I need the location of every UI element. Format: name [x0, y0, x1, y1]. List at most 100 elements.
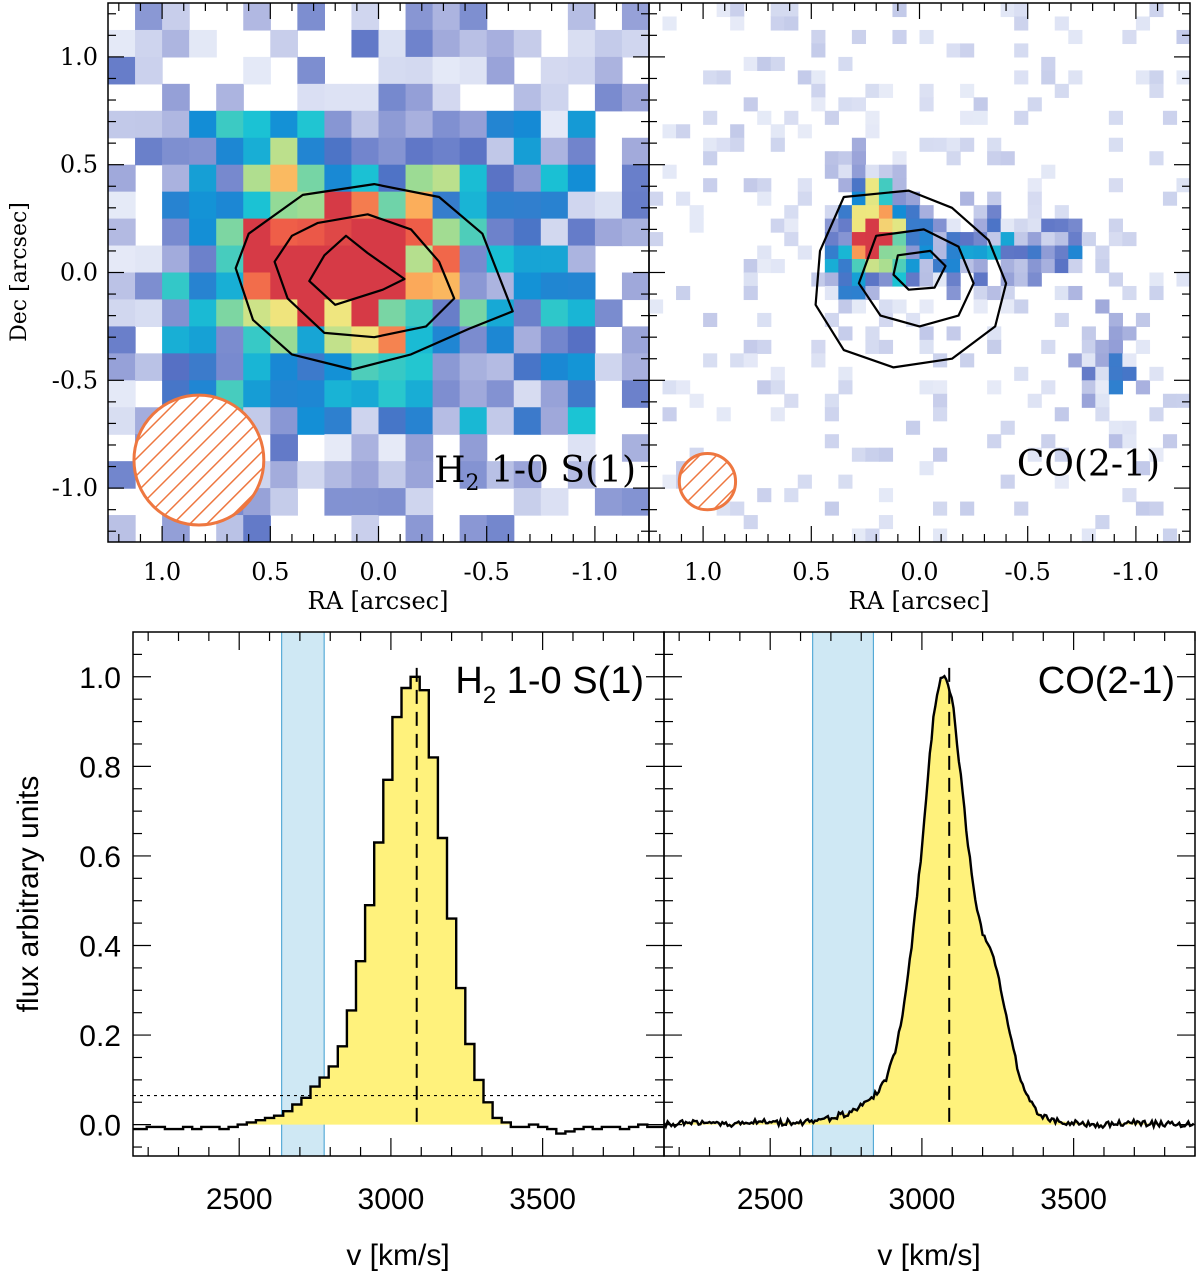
- map-pixel: [757, 339, 772, 354]
- co-map-title: CO(2-1): [1017, 444, 1160, 485]
- map-pixel: [108, 164, 136, 193]
- map-pixel: [973, 245, 988, 260]
- map-pixel: [757, 312, 772, 327]
- map-pixel: [1054, 205, 1069, 220]
- map-pixel: [459, 191, 488, 220]
- map-pixel: [540, 299, 569, 327]
- map-pixel: [1176, 70, 1190, 85]
- map-pixel: [1108, 420, 1123, 435]
- h2-map-title: H2 1-0 S(1): [434, 450, 636, 496]
- map-pixel: [1095, 299, 1110, 314]
- map-pixel: [594, 83, 623, 112]
- map-pixel: [540, 56, 569, 85]
- map-pixel: [189, 191, 217, 220]
- map-pixel: [730, 353, 745, 368]
- map-pixel: [540, 353, 569, 381]
- map-pixel: [351, 380, 380, 408]
- map-pixel: [960, 83, 975, 98]
- map-pixel: [486, 353, 515, 381]
- map-pixel: [486, 515, 515, 542]
- map-pixel: [703, 178, 718, 193]
- map-pixel: [459, 380, 488, 408]
- map-pixel: [649, 191, 664, 206]
- map-pixel: [108, 299, 136, 327]
- co-map-pixels: [649, 3, 1190, 542]
- h2-spectrum-ylabel: flux arbitrary units: [12, 776, 45, 1013]
- contour-level-3: [234, 183, 514, 371]
- map-pixel: [851, 191, 867, 206]
- map-pixel: [1081, 339, 1096, 354]
- map-pixel: [351, 137, 380, 166]
- map-pixel: [1081, 366, 1096, 381]
- map-pixel: [851, 218, 867, 233]
- map-pixel: [297, 326, 325, 354]
- map-pixel: [676, 124, 691, 139]
- map-pixel: [824, 434, 839, 449]
- map-pixel: [987, 218, 1002, 233]
- map-pixel: [378, 83, 407, 112]
- map-pixel: [1149, 447, 1164, 462]
- map-pixel: [1081, 326, 1096, 341]
- map-pixel: [1149, 272, 1164, 287]
- map-pixel: [851, 137, 867, 152]
- h2-spectrum-xlabel: v [km/s]: [346, 1239, 449, 1272]
- map-pixel: [824, 285, 839, 301]
- map-pixel: [594, 299, 623, 327]
- map-pixel: [513, 272, 542, 301]
- map-pixel: [973, 97, 988, 112]
- map-pixel: [540, 272, 569, 301]
- map-pixel: [216, 326, 244, 354]
- map-pixel: [351, 29, 380, 58]
- map-pixel: [405, 515, 434, 542]
- h2-map-xlabel: RA [arcsec]: [308, 587, 449, 615]
- map-pixel: [1068, 285, 1083, 301]
- map-pixel: [270, 110, 298, 139]
- map-pixel: [513, 299, 542, 327]
- map-pixel: [933, 407, 948, 422]
- map-pixel: [297, 461, 325, 489]
- map-pixel: [378, 407, 407, 435]
- map-pixel: [513, 245, 542, 274]
- map-pixel: [405, 191, 434, 220]
- map-pixel: [878, 245, 894, 260]
- map-pixel: [135, 3, 163, 31]
- map-pixel: [838, 299, 853, 314]
- y-tick-label: 0.0: [60, 259, 98, 287]
- map-pixel: [1027, 97, 1042, 112]
- map-pixel: [621, 326, 649, 354]
- map-pixel: [108, 515, 136, 542]
- map-pixel: [757, 110, 772, 125]
- map-pixel: [1054, 16, 1069, 31]
- map-pixel: [621, 83, 649, 112]
- map-pixel: [567, 164, 596, 193]
- map-pixel: [297, 164, 325, 193]
- map-pixel: [1054, 312, 1069, 327]
- map-pixel: [540, 326, 569, 354]
- map-pixel: [865, 110, 880, 125]
- map-pixel: [851, 245, 867, 260]
- map-pixel: [730, 124, 745, 139]
- x-tick-label: -0.5: [464, 558, 510, 586]
- map-pixel: [797, 191, 812, 206]
- map-pixel: [567, 29, 596, 58]
- y-tick-label: 0.0: [79, 1110, 121, 1143]
- map-pixel: [865, 272, 880, 287]
- map-pixel: [784, 205, 799, 220]
- map-pixel: [973, 285, 988, 301]
- map-pixel: [892, 151, 907, 166]
- map-pixel: [946, 326, 961, 341]
- co-spectrum-plot: [664, 632, 1195, 1156]
- map-pixel: [797, 474, 812, 489]
- map-pixel: [905, 259, 921, 274]
- map-pixel: [1041, 245, 1056, 260]
- map-pixel: [1162, 434, 1178, 449]
- map-pixel: [851, 164, 867, 179]
- map-pixel: [851, 528, 867, 542]
- map-pixel: [1149, 407, 1164, 422]
- map-pixel: [1054, 259, 1069, 274]
- map-pixel: [432, 164, 461, 193]
- map-pixel: [486, 380, 515, 408]
- map-pixel: [851, 205, 867, 220]
- map-pixel: [351, 488, 380, 516]
- map-pixel: [513, 218, 542, 247]
